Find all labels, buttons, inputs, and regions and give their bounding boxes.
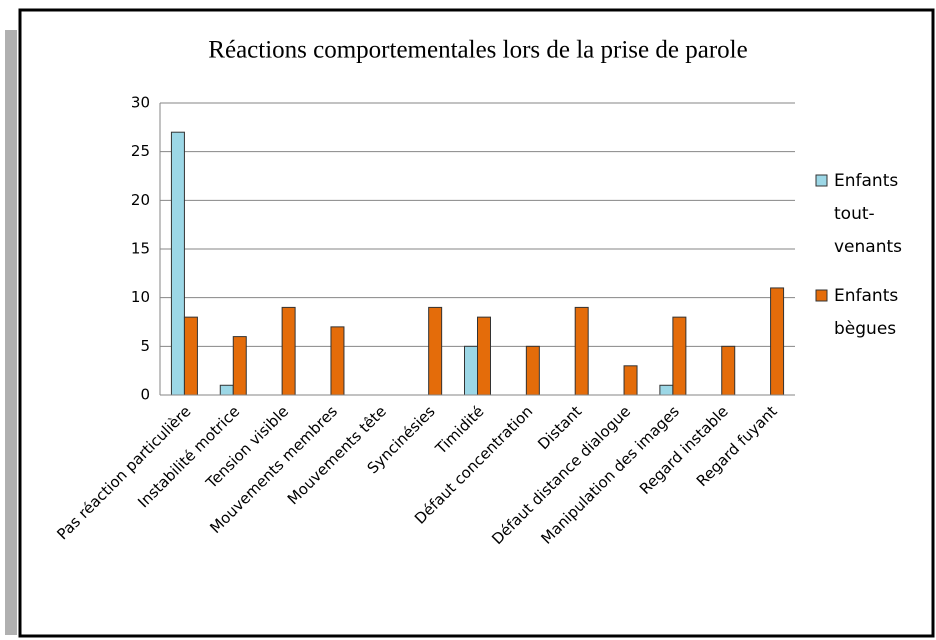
bar [770, 287, 785, 396]
legend-item: Enfants bègues [834, 286, 899, 339]
bar [721, 345, 736, 396]
bar [672, 316, 687, 396]
bar [232, 336, 247, 396]
y-tick-label: 0 [140, 386, 150, 404]
legend-label: Enfants bègues [834, 286, 899, 339]
y-tick-label: 10 [131, 288, 150, 306]
bar [219, 384, 234, 396]
bar [428, 306, 443, 396]
y-tick-label: 25 [131, 142, 150, 160]
bar [170, 131, 185, 396]
legend-swatch [815, 289, 828, 302]
legend-item: Enfants tout-venants [834, 171, 903, 257]
bar [464, 345, 478, 396]
bar [330, 326, 345, 396]
bar [574, 306, 589, 396]
frame [18, 8, 935, 638]
y-tick-label: 30 [131, 94, 150, 112]
y-tick-label: 5 [140, 337, 150, 355]
y-tick-label: 20 [131, 191, 150, 209]
legend-swatch [815, 174, 828, 187]
bar [623, 365, 638, 396]
bar [183, 316, 198, 396]
bar [477, 316, 491, 396]
legend-label: Enfants tout-venants [834, 171, 903, 257]
bar [659, 384, 674, 396]
y-tick-label: 15 [131, 240, 150, 258]
chart-title: Réactions comportementales lors de la pr… [208, 37, 747, 64]
side-strip [5, 30, 17, 635]
bar [281, 306, 296, 396]
bar [525, 345, 540, 396]
